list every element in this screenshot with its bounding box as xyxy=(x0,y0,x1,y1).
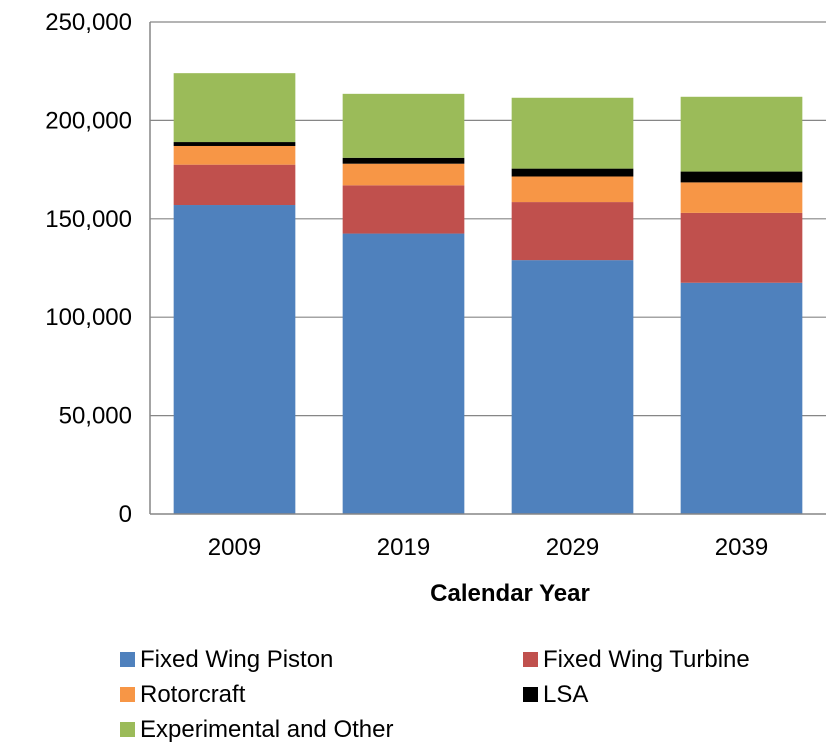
legend-label: Fixed Wing Turbine xyxy=(543,646,750,673)
legend-item: LSA xyxy=(523,681,588,708)
y-tick-label: 50,000 xyxy=(59,403,132,430)
legend-swatch xyxy=(120,652,135,667)
y-tick-label: 100,000 xyxy=(45,304,132,331)
bar-segment xyxy=(511,168,634,177)
bar-segment xyxy=(680,282,803,514)
legend-swatch xyxy=(523,687,538,702)
legend-item: Fixed Wing Piston xyxy=(120,646,333,673)
x-axis-label: Calendar Year xyxy=(430,580,590,607)
y-tick-label: 250,000 xyxy=(45,9,132,36)
legend: Fixed Wing Piston Fixed Wing Turbine Rotor… xyxy=(120,646,750,743)
bar-segment xyxy=(342,157,465,164)
legend-swatch xyxy=(523,652,538,667)
x-tick-label: 2009 xyxy=(208,534,261,561)
bar-segment xyxy=(680,182,803,213)
bar-segment xyxy=(680,171,803,183)
bar-segment xyxy=(680,212,803,283)
legend-label: Rotorcraft xyxy=(140,681,246,708)
axes xyxy=(149,22,826,515)
bar-segment xyxy=(342,93,465,158)
legend-label: LSA xyxy=(543,681,588,708)
y-tick-labels: 0 50,000 100,000 150,000 200,000 250,000 xyxy=(45,9,132,528)
bar-segment xyxy=(511,260,634,514)
bar-segment xyxy=(511,176,634,203)
bar-segment xyxy=(173,164,296,206)
bar-segment xyxy=(173,142,296,146)
bar-segment xyxy=(342,233,465,514)
legend-item: Rotorcraft xyxy=(120,681,246,708)
x-tick-labels: 2009 2019 2029 2039 xyxy=(208,534,768,561)
bar-segment xyxy=(511,97,634,169)
legend-item: Experimental and Other xyxy=(120,716,393,743)
bars xyxy=(173,73,803,515)
bar-segment xyxy=(173,205,296,515)
bar-segment xyxy=(173,145,296,165)
y-tick-label: 200,000 xyxy=(45,107,132,134)
bar-segment xyxy=(342,185,465,234)
bar-segment xyxy=(342,163,465,186)
legend-item: Fixed Wing Turbine xyxy=(523,646,750,673)
legend-label: Fixed Wing Piston xyxy=(140,646,333,673)
x-tick-label: 2039 xyxy=(715,534,768,561)
legend-swatch xyxy=(120,722,135,737)
x-tick-label: 2019 xyxy=(377,534,430,561)
legend-label: Experimental and Other xyxy=(140,716,393,743)
legend-swatch xyxy=(120,687,135,702)
y-tick-label: 150,000 xyxy=(45,206,132,233)
x-tick-label: 2029 xyxy=(546,534,599,561)
bar-segment xyxy=(511,202,634,261)
y-tick-label: 0 xyxy=(119,501,132,528)
bar-segment xyxy=(680,96,803,172)
bar-segment xyxy=(173,73,296,143)
